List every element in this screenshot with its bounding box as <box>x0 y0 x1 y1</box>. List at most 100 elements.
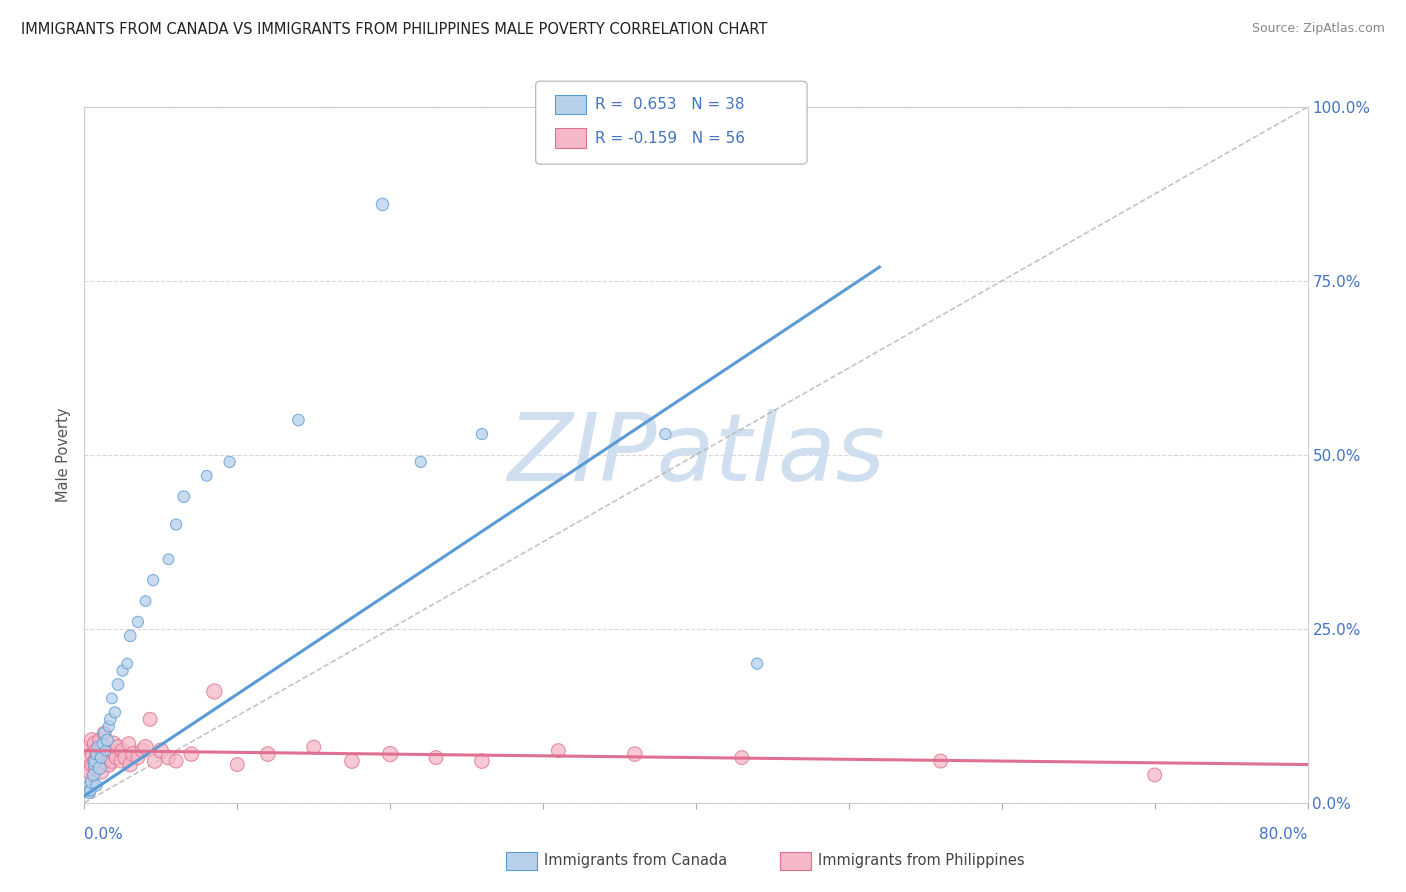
Point <box>173 490 195 504</box>
Point <box>96 733 118 747</box>
Point <box>107 677 129 691</box>
Point <box>77 740 100 755</box>
Point <box>110 754 132 768</box>
Point <box>89 757 111 772</box>
Point <box>195 468 218 483</box>
Point <box>83 757 105 772</box>
Text: Immigrants from Philippines: Immigrants from Philippines <box>818 854 1025 868</box>
Point <box>87 740 110 755</box>
Point <box>340 754 363 768</box>
Point <box>93 726 115 740</box>
Point <box>1143 768 1166 782</box>
Point <box>86 744 108 758</box>
Point <box>84 737 107 751</box>
Point <box>86 761 108 775</box>
Text: Immigrants from Canada: Immigrants from Canada <box>544 854 727 868</box>
Point <box>77 785 100 799</box>
Point <box>135 740 157 755</box>
Text: 0.0%: 0.0% <box>84 827 124 841</box>
Point <box>202 684 225 698</box>
Point <box>471 427 494 442</box>
Point <box>76 781 98 796</box>
Point <box>94 744 117 758</box>
Point <box>165 517 187 532</box>
Point <box>371 197 394 211</box>
Point <box>80 757 103 772</box>
Point <box>89 733 111 747</box>
Point <box>302 740 325 755</box>
Point <box>287 413 309 427</box>
Point <box>80 775 103 789</box>
Point <box>747 657 769 671</box>
Text: R = -0.159   N = 56: R = -0.159 N = 56 <box>595 131 745 145</box>
Point <box>218 455 240 469</box>
Point <box>90 750 112 764</box>
Point <box>89 761 111 775</box>
Point <box>83 768 105 782</box>
Point <box>165 754 187 768</box>
Point <box>80 733 103 747</box>
Point <box>654 427 676 442</box>
Point <box>157 750 180 764</box>
Point <box>425 750 447 764</box>
Point <box>547 744 569 758</box>
Point <box>157 552 180 566</box>
Point <box>103 737 125 751</box>
Point <box>75 768 97 782</box>
Point <box>97 757 120 772</box>
Point <box>929 754 952 768</box>
Point <box>149 744 172 758</box>
Point <box>111 744 134 758</box>
Point <box>86 778 108 792</box>
Point <box>107 740 129 755</box>
Point <box>226 757 249 772</box>
Point <box>79 783 101 797</box>
Point <box>120 629 142 643</box>
Point <box>409 455 432 469</box>
Point <box>84 754 107 768</box>
Point <box>101 754 124 768</box>
Point <box>104 706 127 720</box>
Point <box>139 712 162 726</box>
Point <box>624 747 647 761</box>
Text: Source: ZipAtlas.com: Source: ZipAtlas.com <box>1251 22 1385 36</box>
Point <box>257 747 280 761</box>
Point <box>127 750 149 764</box>
Point <box>127 615 149 629</box>
Point <box>731 750 754 764</box>
Point <box>143 754 166 768</box>
Point <box>120 757 142 772</box>
Point <box>471 754 494 768</box>
Point <box>105 750 128 764</box>
Point <box>86 747 108 761</box>
Point <box>83 747 105 761</box>
Point <box>131 744 153 758</box>
Y-axis label: Male Poverty: Male Poverty <box>56 408 72 502</box>
Point <box>135 594 157 608</box>
Point <box>97 719 120 733</box>
Point <box>180 747 202 761</box>
Point <box>122 747 145 761</box>
Point <box>101 691 124 706</box>
Point <box>91 740 114 755</box>
Point <box>114 750 136 764</box>
Point <box>96 750 118 764</box>
Point <box>87 750 110 764</box>
Point <box>84 754 107 768</box>
Point <box>104 747 127 761</box>
Text: 80.0%: 80.0% <box>1260 827 1308 841</box>
Point <box>142 573 165 587</box>
Text: ZIPatlas: ZIPatlas <box>508 409 884 500</box>
Point <box>118 737 141 751</box>
Point <box>79 764 101 779</box>
Text: IMMIGRANTS FROM CANADA VS IMMIGRANTS FROM PHILIPPINES MALE POVERTY CORRELATION C: IMMIGRANTS FROM CANADA VS IMMIGRANTS FRO… <box>21 22 768 37</box>
Point <box>90 764 112 779</box>
Point <box>91 737 114 751</box>
Point <box>111 664 134 678</box>
Point <box>115 657 138 671</box>
Point <box>98 744 121 758</box>
Point <box>380 747 402 761</box>
Point <box>93 754 115 768</box>
Point <box>76 754 98 768</box>
Text: R =  0.653   N = 38: R = 0.653 N = 38 <box>595 97 744 112</box>
